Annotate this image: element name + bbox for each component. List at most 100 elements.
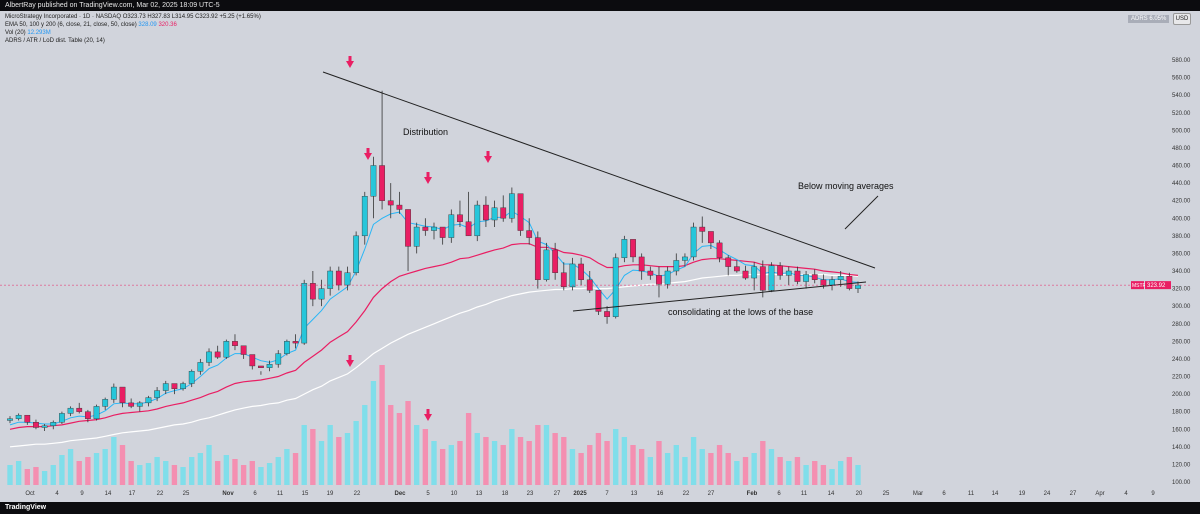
x-axis-tick: 19 [1019,491,1026,497]
volume-bar [266,463,273,485]
candle-body [344,272,351,286]
volume-bar [474,433,480,485]
candle-body [93,406,100,419]
candle-body [41,425,48,428]
x-axis-tick: 14 [992,491,999,497]
candle-body [517,193,524,231]
candle-body [552,249,559,273]
ema-legend-row[interactable]: EMA 50, 100 y 200 (6, close, 21, close, … [5,21,261,29]
candle-body [128,402,135,407]
x-axis-tick: 27 [708,491,715,497]
annotation-consolidating: consolidating at the lows of the base [668,307,813,317]
candle-body [811,274,818,280]
x-axis-tick: 17 [129,491,136,497]
x-axis-tick: Apr [1095,491,1104,497]
volume-bar [362,405,368,485]
price-tag-text: 323.92 [1147,283,1166,289]
volume-bar [405,401,411,485]
candle-body [578,263,584,280]
currency-button[interactable]: USD [1173,13,1191,25]
candle-body [84,411,91,419]
x-axis-tick: 24 [1044,491,1051,497]
ema-value-1: 328.09 [138,22,157,28]
y-axis-tick: 200.00 [1172,392,1191,398]
volume-bar [664,453,671,485]
x-axis-tick: 16 [657,491,664,497]
ema-200-line [9,273,859,448]
x-axis-tick: 10 [451,491,458,497]
candle-body [621,239,628,259]
x-axis-tick: 27 [554,491,561,497]
candle-body [284,341,290,354]
volume-bar [439,449,446,485]
candle-body [604,311,610,317]
volume-bar [292,453,299,485]
volume-bar [621,437,628,485]
volume-bar [258,467,264,485]
candle-body [171,383,178,390]
volume-bar [76,461,82,485]
candle-body [335,270,342,286]
volume-bar [223,455,230,485]
symbol-ohlc-line[interactable]: MicroStrategy Incorporated · 1D · NASDAQ… [5,14,261,20]
candle-body [50,422,57,426]
x-axis-tick: Dec [394,491,406,497]
volume-bar [812,461,818,485]
price-chart[interactable]: 580.00 560.00 540.00 520.00 500.00 480.00 460.… [0,11,1200,502]
adrs-legend-row[interactable]: ADRS / ATR / LoD dist. Table (20, 14) [5,38,105,44]
volume-bar [716,445,723,485]
x-axis-tick: 19 [327,491,334,497]
volume-bar [41,471,48,485]
candle-body [785,270,792,276]
y-axis-tick: 400.00 [1172,216,1191,222]
footer-bar: TradingView [0,502,1200,514]
candle-body [768,265,775,291]
volume-bar [414,425,420,485]
x-axis-tick: 6 [777,491,781,497]
volume-bar [431,441,437,485]
candle-body [7,418,13,421]
volume-bar [59,455,65,485]
arrow-marker-stem [426,409,430,414]
candle-body [223,341,230,358]
volume-bar [630,445,636,485]
candle-body [560,272,567,288]
volume-bar [33,467,39,485]
x-axis-tick: 5 [426,491,430,497]
candle-body [465,221,472,237]
candle-body [405,209,411,247]
volume-bar [855,465,861,485]
volume-bar [465,413,472,485]
candle-body [214,351,221,358]
candle-body [67,407,74,414]
adrs-table: ADRS 6.05% [1128,15,1170,23]
candle-body [534,237,541,280]
vol-legend-row[interactable]: Vol (20) 12.293M [5,29,261,37]
volume-bar [526,441,532,485]
candle-body [820,279,827,286]
candle-body [457,214,463,222]
volume-bar [751,453,757,485]
candle-body [370,165,377,197]
vol-label: Vol (20) [5,30,26,36]
annotation-below-ma: Below moving averages [798,181,894,191]
y-axis-tick: 460.00 [1172,164,1191,170]
volume-bar [93,453,100,485]
candle-body [136,402,143,407]
volume-bar [50,465,56,485]
volume-bar [232,459,238,485]
volume-bar [370,381,377,485]
arrow-marker-stem [486,151,490,156]
candle-body [448,214,455,238]
tradingview-logo[interactable]: TradingView [5,504,47,511]
volume-bar [336,437,342,485]
arrow-marker [364,153,372,160]
volume-bar [742,457,749,485]
annotation-pointer [844,195,879,230]
volume-bar [777,457,783,485]
volume-bar [171,465,178,485]
volume-bar [517,437,524,485]
x-axis-tick: 9 [80,491,84,497]
resistance-trendline [322,71,876,269]
y-axis-tick: 520.00 [1172,111,1191,117]
